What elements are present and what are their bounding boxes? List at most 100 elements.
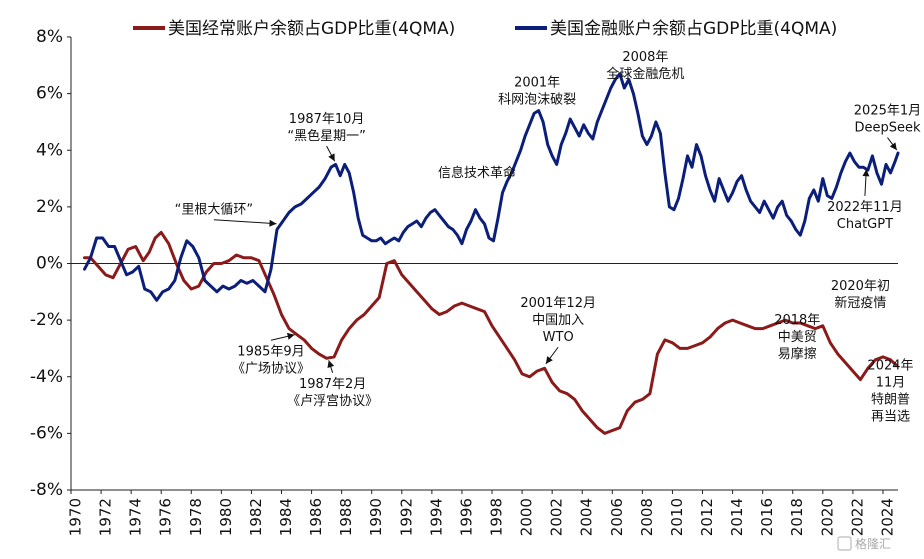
- x-tick-label: 1984: [277, 498, 295, 536]
- annotation-line: 再当选: [871, 409, 910, 424]
- annotation-covid: 2020年初新冠疫情: [831, 279, 890, 311]
- annotation-line: 科网泡沫破裂: [498, 92, 576, 107]
- y-tick-label: 2%: [36, 197, 63, 217]
- watermark-logo-icon: [837, 536, 852, 551]
- y-tick-label: -8%: [30, 480, 63, 500]
- annotation-arrow-head: [286, 332, 295, 340]
- annotation-arrow-head: [269, 219, 277, 227]
- annotation-text: 2020年初新冠疫情: [831, 279, 890, 311]
- watermark-text: 格隆汇: [855, 536, 891, 551]
- annotation-arrow-head: [328, 153, 335, 162]
- annotation-deepseek: 2025年1月 DeepSeek: [854, 104, 921, 151]
- x-tick-label: 2012: [698, 498, 716, 536]
- y-tick-label: -4%: [30, 367, 63, 387]
- annotation-text: 2022年11月 ChatGPT: [827, 200, 903, 232]
- annotation-line: 2018年: [774, 313, 820, 328]
- x-tick-label: 1980: [217, 498, 235, 536]
- x-tick-label: 2006: [608, 498, 626, 536]
- x-tick-label: 1988: [337, 498, 355, 536]
- x-tick-label: 2022: [848, 498, 866, 536]
- legend-label-current-account: 美国经常账户余额占GDP比重(4QMA): [168, 19, 455, 39]
- annotation-line: 2001年12月: [520, 296, 596, 311]
- y-tick-label: 4%: [36, 140, 63, 160]
- x-tick-label: 1986: [307, 498, 325, 536]
- annotation-text: 1985年9月《广场协议》: [232, 344, 310, 376]
- annotation-gfc: 2008年全球金融危机: [606, 50, 684, 82]
- x-tick-label: 1978: [187, 498, 205, 536]
- annotation-line: 易摩擦: [778, 346, 817, 362]
- x-tick-label: 2002: [548, 498, 566, 536]
- annotation-line: 1987年2月: [299, 377, 366, 392]
- annotation-text: 信息技术革命: [438, 165, 516, 181]
- annotation-line: “黑色星期一”: [287, 128, 365, 144]
- x-tick-label: 2000: [518, 498, 536, 536]
- annotation-line: 1985年9月: [237, 344, 304, 359]
- series-line-current-account: [83, 230, 898, 435]
- x-tick-label: 1992: [397, 498, 415, 536]
- x-tick-label: 2004: [578, 498, 596, 536]
- x-tick-label: 2008: [638, 498, 656, 536]
- annotation-line: 全球金融危机: [606, 66, 684, 82]
- series-layer: [83, 72, 900, 435]
- annotation-text: “里根大循环”: [175, 203, 253, 218]
- y-tick-label: 8%: [36, 27, 63, 47]
- y-tick-label: 0%: [36, 254, 63, 274]
- x-tick-label: 2010: [668, 498, 686, 536]
- annotation-line: 2020年初: [831, 279, 890, 294]
- annotation-text: 2025年1月 DeepSeek: [854, 104, 921, 136]
- annotation-line: 信息技术革命: [438, 165, 516, 181]
- annotation-line: 新冠疫情: [834, 295, 886, 311]
- annotation-line: WTO: [543, 330, 574, 345]
- x-tick-label: 1974: [127, 498, 145, 536]
- annotation-text: 2024年 11月特朗普再当选: [867, 358, 913, 424]
- x-tick-label: 1976: [157, 498, 175, 536]
- annotation-trade-war: 2018年中美贸易摩擦: [774, 313, 820, 362]
- annotation-line: 2001年: [514, 75, 560, 90]
- y-tick-label: -6%: [30, 423, 63, 443]
- legend-label-financial-account: 美国金融账户余额占GDP比重(4QMA): [550, 19, 837, 39]
- x-tick-label: 1972: [97, 498, 115, 536]
- x-tick-label: 1994: [427, 498, 445, 536]
- axes: 8% 6% 4% 2% 0% -2% -4% -6% -8%1970 1972 1974 1976 19…: [30, 27, 898, 536]
- annotation-it-revolution: 信息技术革命: [438, 165, 516, 181]
- x-tick-label: 1998: [488, 498, 506, 536]
- annotation-line: 11月: [876, 375, 906, 390]
- annotation-text: 2008年全球金融危机: [606, 50, 684, 82]
- x-tick-label: 2024: [878, 498, 896, 536]
- annotation-line: 《广场协议》: [232, 361, 310, 376]
- annotation-line: “里根大循环”: [175, 203, 253, 218]
- annotation-line: ChatGPT: [837, 217, 893, 232]
- annotation-chatgpt: 2022年11月 ChatGPT: [827, 169, 903, 232]
- x-tick-label: 1982: [247, 498, 265, 536]
- annotation-text: 1987年2月《卢浮宫协议》: [287, 377, 378, 409]
- annotation-arrow-head: [545, 356, 553, 364]
- annotation-dotcom: 2001年科网泡沫破裂: [498, 75, 576, 107]
- annotation-louvre: 1987年2月《卢浮宫协议》: [287, 360, 378, 409]
- annotation-text: 2001年科网泡沫破裂: [498, 75, 576, 107]
- annotation-line: 《卢浮宫协议》: [287, 393, 378, 409]
- annotation-line: DeepSeek: [854, 121, 921, 136]
- x-tick-label: 2020: [818, 498, 836, 536]
- annotation-trump: 2024年 11月特朗普再当选: [867, 358, 913, 424]
- annotation-line: 2024年: [867, 358, 913, 373]
- x-tick-label: 1996: [457, 498, 475, 536]
- y-tick-label: 6%: [36, 84, 63, 104]
- annotation-arrow-head: [889, 142, 897, 151]
- annotation-arrow-head: [862, 169, 870, 177]
- annotation-layer: “里根大循环”1987年10月“黑色星期一”1985年9月《广场协议》1987年…: [175, 50, 922, 425]
- x-tick-label: 1990: [367, 498, 385, 536]
- annotation-line: 特朗普: [871, 392, 910, 407]
- annotation-line: 中国加入: [532, 313, 584, 328]
- annotation-reagan: “里根大循环”: [175, 203, 277, 227]
- annotation-line: 1987年10月: [289, 112, 365, 127]
- annotation-text: 1987年10月“黑色星期一”: [287, 112, 365, 144]
- watermark: 格隆汇: [837, 536, 891, 551]
- annotation-line: 中美贸: [778, 330, 817, 345]
- annotation-plaza: 1985年9月《广场协议》: [232, 332, 310, 376]
- y-tick-label: -2%: [30, 310, 63, 330]
- annotation-arrow-head: [327, 360, 335, 368]
- annotation-line: 2025年1月: [854, 104, 921, 119]
- series-line-financial-account: [83, 72, 900, 302]
- annotation-text: 2018年中美贸易摩擦: [774, 313, 820, 362]
